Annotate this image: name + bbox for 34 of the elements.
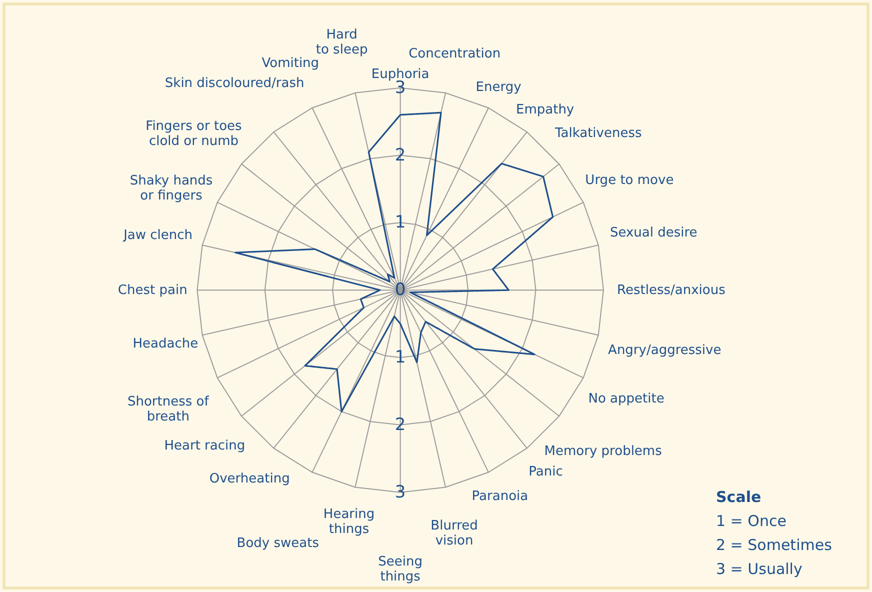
spoke-label: Headache bbox=[132, 336, 198, 352]
spoke-label: Restless/anxious bbox=[617, 283, 726, 298]
spoke-label: Panic bbox=[528, 464, 563, 480]
spoke-label: Skin discoloured/rash bbox=[164, 76, 304, 92]
text: Scale bbox=[716, 488, 762, 506]
spoke-label: Paranoia bbox=[472, 489, 528, 504]
spoke-label: Concentration bbox=[408, 46, 501, 62]
spoke-label: Shaky hands or fingers bbox=[130, 173, 213, 204]
spoke-label: Angry/aggressive bbox=[608, 343, 722, 358]
spoke-label: Chest pain bbox=[118, 283, 188, 298]
spoke-label: No appetite bbox=[588, 391, 664, 406]
spoke-label: Overheating bbox=[209, 471, 290, 486]
spoke-label: Fingers or toes clold or numb bbox=[146, 119, 242, 150]
spoke-label: Hearing things bbox=[323, 506, 375, 537]
text: 1 = Once bbox=[716, 512, 786, 530]
y-tick-label: 1 bbox=[394, 212, 406, 233]
spoke-label: Body sweats bbox=[236, 536, 320, 552]
text: 3 = Usually bbox=[716, 560, 802, 578]
spoke-label: Blurred vision bbox=[430, 518, 478, 548]
spoke-label: Jaw clench bbox=[122, 228, 193, 244]
spoke-label: Shortness of breath bbox=[127, 394, 210, 424]
spoke-label: Energy bbox=[476, 80, 522, 96]
spoke-label: Memory problems bbox=[544, 444, 662, 460]
spoke-label: Vomiting bbox=[262, 56, 320, 71]
y-tick-label: 0 bbox=[394, 280, 406, 300]
text: 2 = Sometimes bbox=[716, 536, 832, 554]
spoke-label: Hard to sleep bbox=[316, 28, 368, 58]
spoke-label: Talkativeness bbox=[554, 126, 642, 141]
spoke-label: Urge to move bbox=[585, 173, 674, 188]
y-tick-label: 2 bbox=[394, 145, 406, 166]
spoke-label: Seeing things bbox=[378, 554, 423, 584]
spoke-label: Heart racing bbox=[164, 438, 246, 454]
spoke-label: Sexual desire bbox=[610, 226, 698, 241]
spoke-label: Empathy bbox=[516, 102, 574, 118]
